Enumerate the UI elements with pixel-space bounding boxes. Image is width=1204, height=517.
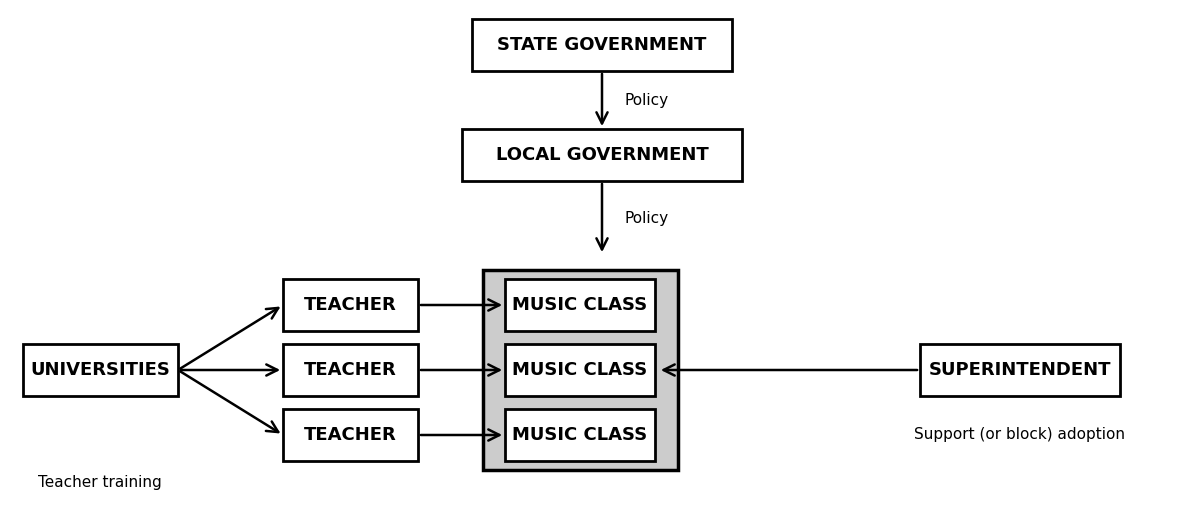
- FancyBboxPatch shape: [23, 344, 177, 396]
- FancyBboxPatch shape: [483, 270, 678, 470]
- Text: TEACHER: TEACHER: [303, 296, 396, 314]
- Text: MUSIC CLASS: MUSIC CLASS: [513, 296, 648, 314]
- Text: SUPERINTENDENT: SUPERINTENDENT: [928, 361, 1111, 379]
- Text: MUSIC CLASS: MUSIC CLASS: [513, 426, 648, 444]
- Text: LOCAL GOVERNMENT: LOCAL GOVERNMENT: [496, 146, 708, 164]
- FancyBboxPatch shape: [283, 409, 418, 461]
- Text: STATE GOVERNMENT: STATE GOVERNMENT: [497, 36, 707, 54]
- Text: TEACHER: TEACHER: [303, 426, 396, 444]
- FancyBboxPatch shape: [462, 129, 742, 181]
- FancyBboxPatch shape: [504, 344, 655, 396]
- Text: Policy: Policy: [625, 210, 669, 225]
- Text: Policy: Policy: [625, 93, 669, 108]
- FancyBboxPatch shape: [504, 409, 655, 461]
- FancyBboxPatch shape: [504, 279, 655, 331]
- Text: TEACHER: TEACHER: [303, 361, 396, 379]
- FancyBboxPatch shape: [283, 279, 418, 331]
- FancyBboxPatch shape: [283, 344, 418, 396]
- FancyBboxPatch shape: [920, 344, 1120, 396]
- Text: UNIVERSITIES: UNIVERSITIES: [30, 361, 170, 379]
- FancyBboxPatch shape: [472, 19, 732, 71]
- Text: MUSIC CLASS: MUSIC CLASS: [513, 361, 648, 379]
- Text: Support (or block) adoption: Support (or block) adoption: [915, 428, 1126, 443]
- Text: Teacher training: Teacher training: [39, 475, 161, 490]
